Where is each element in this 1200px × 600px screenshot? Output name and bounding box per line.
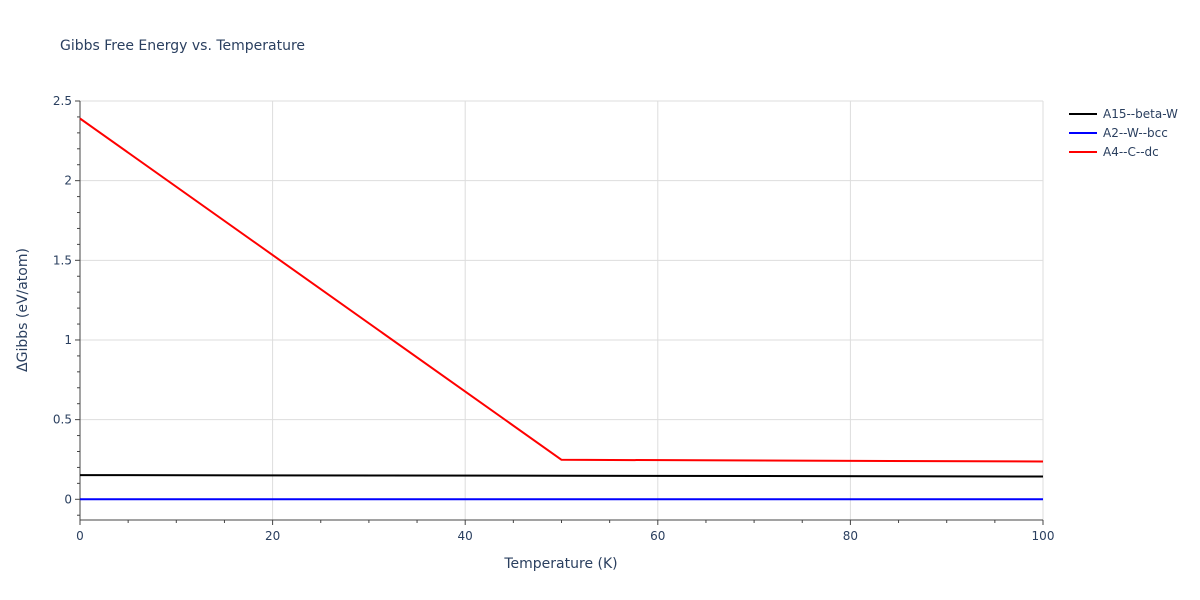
y-tick-label: 0.5 — [53, 413, 72, 427]
legend-label-a4-c-dc: A4--C--dc — [1103, 145, 1159, 159]
x-axis-title: Temperature (K) — [503, 556, 617, 572]
y-tick-label: 1 — [64, 333, 72, 347]
x-tick-label: 0 — [76, 529, 84, 543]
y-axis-title: ΔGibbs (eV/atom) — [15, 248, 31, 372]
series-layer — [79, 117, 1044, 501]
x-tick-label: 20 — [265, 529, 280, 543]
x-tick-label: 80 — [843, 529, 858, 543]
y-tick-label: 2.5 — [53, 94, 72, 108]
x-tick-label: 60 — [650, 529, 665, 543]
x-tick-label: 40 — [458, 529, 473, 543]
series-line-a15-beta-w — [79, 474, 1044, 478]
y-tick-label: 2 — [64, 174, 72, 188]
series-line-a4-c-dc — [79, 117, 1044, 463]
legend-label-a2-w-bcc: A2--W--bcc — [1103, 126, 1168, 140]
grid-layer — [80, 100, 1044, 520]
x-tick-label: 100 — [1032, 529, 1055, 543]
y-tick-label: 0 — [64, 492, 72, 506]
axes-layer: 0 20 40 60 80 100 0 0.5 1 1.5 2 2.5 — [53, 94, 1055, 543]
chart-title: Gibbs Free Energy vs. Temperature — [60, 38, 305, 54]
legend: A15--beta-W A2--W--bcc A4--C--dc — [1069, 107, 1178, 159]
y-tick-label: 1.5 — [53, 253, 72, 267]
legend-label-a15-beta-w: A15--beta-W — [1103, 107, 1178, 121]
